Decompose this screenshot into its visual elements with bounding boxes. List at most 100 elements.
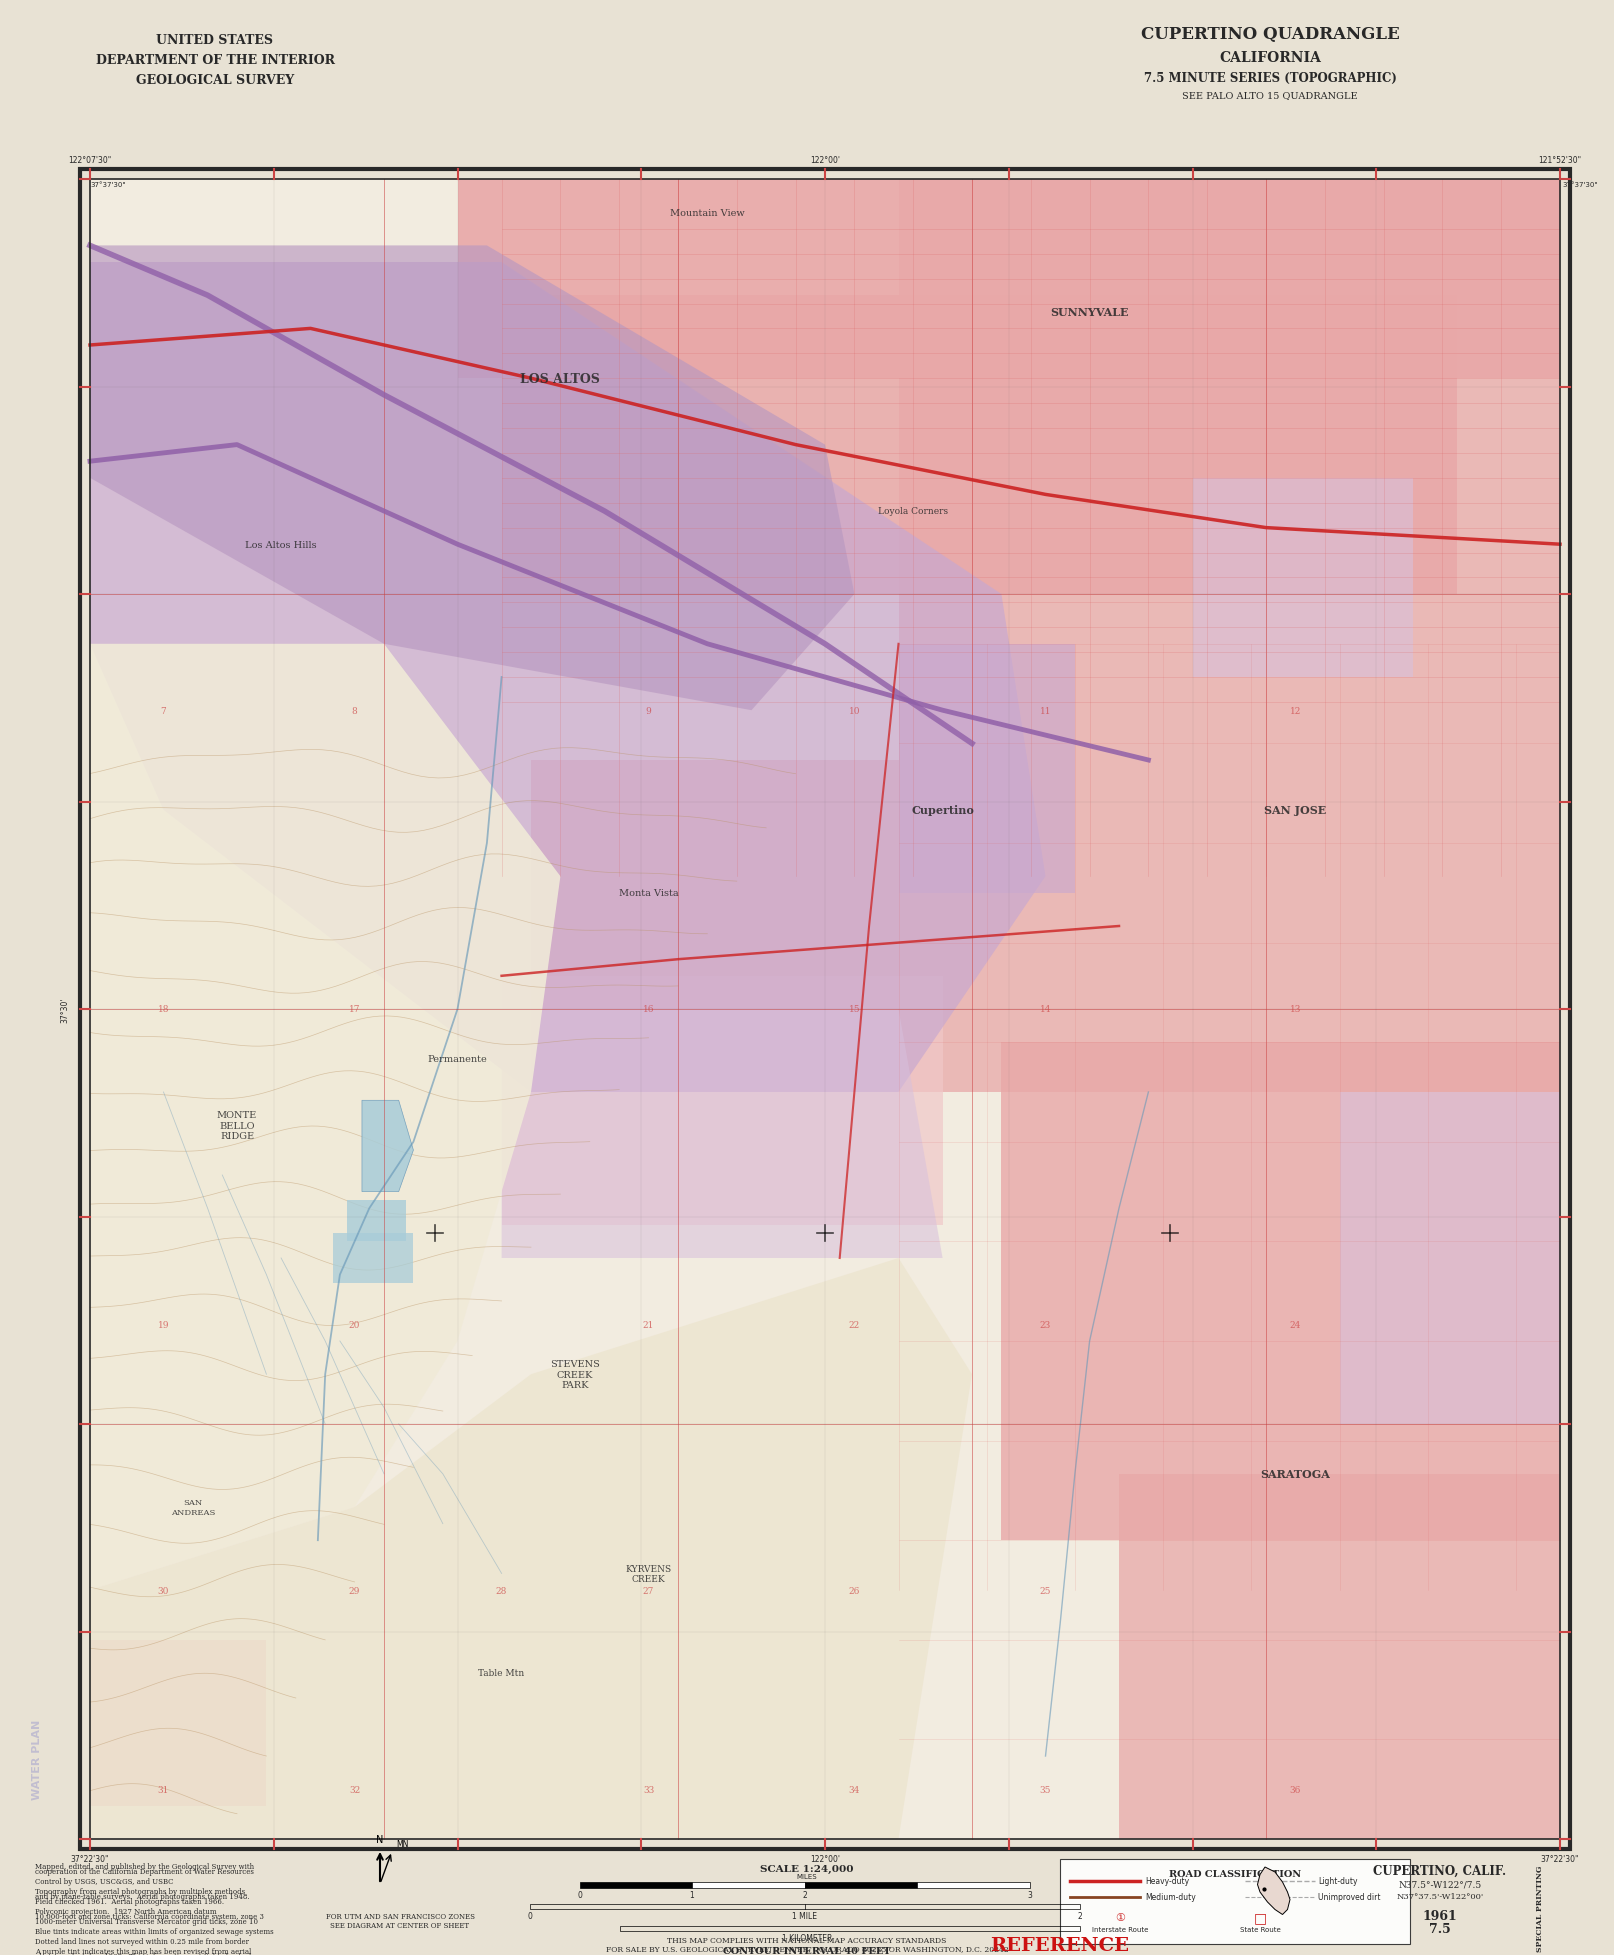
Text: SEE PALO ALTO 15 QUADRANGLE: SEE PALO ALTO 15 QUADRANGLE [1181,92,1357,100]
Text: FOR UTM AND SAN FRANCISCO ZONES
SEE DIAGRAM AT CENTER OF SHEET: FOR UTM AND SAN FRANCISCO ZONES SEE DIAG… [326,1912,475,1930]
Bar [579,1883,692,1889]
Text: DEPARTMENT OF THE INTERIOR: DEPARTMENT OF THE INTERIOR [95,53,334,66]
Polygon shape [1119,1474,1561,1840]
Text: 122°07'30": 122°07'30" [68,156,111,164]
Text: Monta Vista: Monta Vista [618,890,678,897]
Text: 37°30': 37°30' [60,997,69,1022]
Bar [502,976,943,1226]
Text: UNITED STATES: UNITED STATES [157,33,273,47]
Bar [1193,479,1412,678]
Text: CUPERTINO, CALIF.: CUPERTINO, CALIF. [1374,1863,1506,1877]
Text: Polyconic projection.  1927 North American datum: Polyconic projection. 1927 North America… [36,1906,216,1916]
Text: SPECIAL PRINTING: SPECIAL PRINTING [1537,1863,1545,1951]
Text: 9: 9 [646,706,652,716]
Text: 37°37'30": 37°37'30" [90,182,126,188]
Text: ROAD CLASSIFICATION: ROAD CLASSIFICATION [1169,1869,1301,1879]
Text: SARATOGA: SARATOGA [1261,1468,1330,1480]
Text: A purple tint indicates this map has been revised from aerial: A purple tint indicates this map has bee… [36,1947,252,1955]
Text: Unimproved dirt: Unimproved dirt [1319,1892,1380,1902]
Text: 1 MILE: 1 MILE [792,1912,818,1920]
Text: 37°22'30": 37°22'30" [71,1853,110,1863]
Text: SCALE 1:24,000: SCALE 1:24,000 [760,1863,854,1873]
Text: SAN JOSE: SAN JOSE [1264,805,1327,815]
Text: 35: 35 [1039,1785,1051,1795]
Text: 37°37'30": 37°37'30" [1562,182,1598,188]
Text: 29: 29 [349,1586,360,1595]
Text: N37°37.5'-W122°00': N37°37.5'-W122°00' [1396,1892,1483,1900]
Text: 21: 21 [642,1320,654,1329]
Text: 10,000-foot and zone ticks: California coordinate system, zone 3: 10,000-foot and zone ticks: California c… [36,1912,263,1920]
Text: Loyola Corners: Loyola Corners [878,506,949,516]
Text: 26: 26 [849,1586,860,1595]
Polygon shape [362,1101,413,1193]
Text: 17: 17 [349,1005,360,1015]
Polygon shape [90,1259,972,1840]
Text: 20: 20 [349,1320,360,1329]
Polygon shape [90,645,560,1589]
Text: 1 KILOMETER: 1 KILOMETER [781,1933,833,1941]
Polygon shape [1257,1867,1290,1914]
Text: CUPERTINO QUADRANGLE: CUPERTINO QUADRANGLE [1141,27,1399,43]
Text: LOS ALTOS: LOS ALTOS [520,373,600,385]
Text: Permanente: Permanente [428,1056,487,1064]
Bar [531,760,899,1093]
Text: 1000-meter Universal Transverse Mercator grid ticks, zone 10: 1000-meter Universal Transverse Mercator… [36,1918,258,1926]
Text: 122°00': 122°00' [810,156,839,164]
Bar [332,1234,413,1282]
Bar [1001,1042,1561,1541]
Bar [692,1883,805,1889]
Text: □: □ [1254,1910,1267,1924]
Text: Table Mtn: Table Mtn [478,1670,525,1677]
Text: 122°00': 122°00' [810,1853,839,1863]
Text: 25: 25 [1039,1586,1051,1595]
Text: N: N [376,1834,384,1844]
Text: 15: 15 [849,1005,860,1015]
Text: MILES: MILES [797,1873,817,1879]
Text: GEOLOGICAL SURVEY: GEOLOGICAL SURVEY [136,74,294,86]
Text: 36: 36 [1290,1785,1301,1795]
Text: THIS MAP COMPLIES WITH NATIONAL MAP ACCURACY STANDARDS: THIS MAP COMPLIES WITH NATIONAL MAP ACCU… [667,1935,947,1943]
Text: 16: 16 [642,1005,654,1015]
Text: 0: 0 [528,1912,533,1920]
Bar [457,180,1561,379]
Text: and by plane-table surveys.  Aerial photographs taken 1948.: and by plane-table surveys. Aerial photo… [36,1892,250,1900]
Text: 31: 31 [158,1785,169,1795]
Text: 32: 32 [349,1785,360,1795]
Text: SAN
ANDREAS: SAN ANDREAS [171,1499,215,1515]
Bar [899,645,1075,893]
Text: 1: 1 [689,1890,694,1898]
Text: WATER PLAN: WATER PLAN [32,1718,42,1799]
Text: KYRVENS
CREEK: KYRVENS CREEK [626,1564,671,1584]
Text: 2: 2 [802,1890,807,1898]
Text: N37.5°-W122°/7.5: N37.5°-W122°/7.5 [1398,1881,1482,1889]
Text: Dotted land lines not surveyed within 0.25 mile from border: Dotted land lines not surveyed within 0.… [36,1937,249,1945]
Bar [502,295,1457,594]
Text: Medium-duty: Medium-duty [1144,1892,1196,1902]
Polygon shape [90,246,854,712]
Bar [1060,1859,1411,1943]
Text: REFERENCE: REFERENCE [991,1935,1130,1953]
Text: 8: 8 [352,706,357,716]
Text: Los Altos Hills: Los Altos Hills [245,540,316,549]
Text: 22: 22 [849,1320,860,1329]
Text: 34: 34 [849,1785,860,1795]
Text: 14: 14 [1039,1005,1051,1015]
Text: Field checked 1961.  Aerial photographs taken 1966.: Field checked 1961. Aerial photographs t… [36,1896,224,1904]
Text: cooperation of the California Department of Water Resources: cooperation of the California Department… [36,1867,253,1875]
Text: 121°52'30": 121°52'30" [1538,156,1582,164]
Text: Heavy-duty: Heavy-duty [1144,1877,1190,1885]
Bar [90,1640,266,1806]
Text: ①: ① [1115,1912,1125,1922]
Text: CONTOUR INTERVAL 40 FEET: CONTOUR INTERVAL 40 FEET [723,1945,891,1955]
Text: 28: 28 [495,1586,507,1595]
Bar [1340,1093,1561,1425]
Polygon shape [502,1009,943,1259]
Bar [899,180,1561,1093]
Bar [81,170,1570,1849]
Bar [620,1926,1080,1932]
Text: State Route: State Route [1240,1926,1280,1932]
Text: 11: 11 [1039,706,1051,716]
Text: 7: 7 [161,706,166,716]
Text: MONTE
BELLO
RIDGE: MONTE BELLO RIDGE [216,1110,257,1140]
Text: Light-duty: Light-duty [1319,1877,1357,1885]
